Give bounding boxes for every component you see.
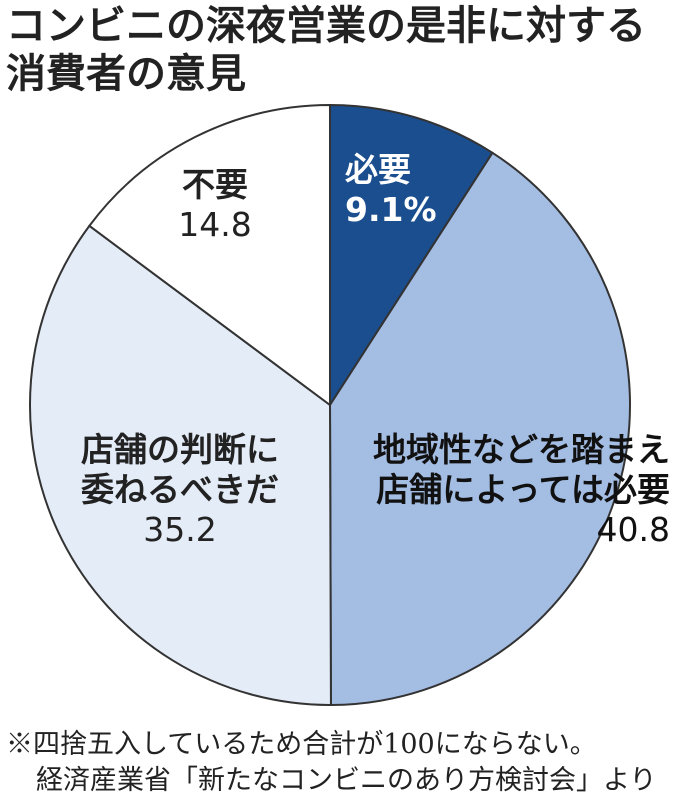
pie-slice bbox=[329, 103, 494, 409]
slice-label: 必要 bbox=[345, 150, 411, 189]
slice-label: 店舗の判断に 委ねるべきだ bbox=[81, 430, 279, 509]
value-label: 35.2 bbox=[143, 510, 217, 549]
pie-slice bbox=[87, 103, 331, 407]
slice-label: 不要 bbox=[182, 165, 248, 204]
value-label: 14.8 bbox=[178, 205, 252, 244]
value-label: 9.1% bbox=[345, 190, 437, 229]
pie-slice bbox=[29, 224, 332, 707]
chart-title: コンビニの深夜営業の是非に対する消費者の意見 bbox=[6, 3, 646, 97]
value-label: 40.8 bbox=[596, 510, 670, 549]
source: 経済産業省「新たなコンビニのあり方検討会」より bbox=[36, 765, 657, 796]
footnote: ※四捨五入しているため合計が100にならない。 bbox=[6, 729, 597, 760]
pie-slice bbox=[328, 151, 632, 707]
slice-label: 地域性などを踏まえ 店舗によっては必要 bbox=[373, 430, 670, 509]
